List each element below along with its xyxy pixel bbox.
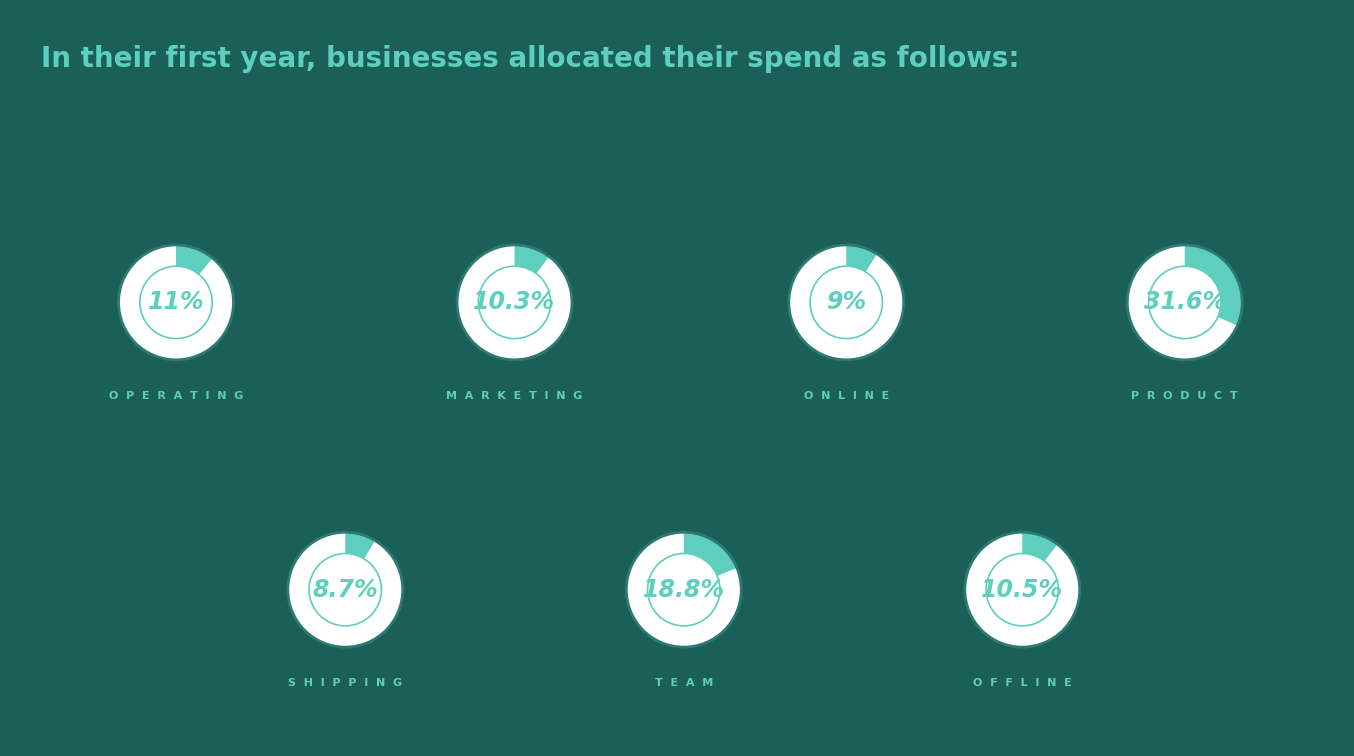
Text: In their first year, businesses allocated their spend as follows:: In their first year, businesses allocate… — [41, 45, 1020, 73]
Wedge shape — [627, 532, 741, 647]
Wedge shape — [458, 245, 571, 360]
Text: P  R  O  D  U  C  T: P R O D U C T — [1132, 391, 1238, 401]
Text: O  F  F  L  I  N  E: O F F L I N E — [974, 678, 1071, 688]
Text: S  H  I  P  P  I  N  G: S H I P P I N G — [288, 678, 402, 688]
Text: O  N  L  I  N  E: O N L I N E — [804, 391, 888, 401]
Wedge shape — [965, 532, 1079, 647]
Circle shape — [986, 553, 1059, 626]
Text: M  A  R  K  E  T  I  N  G: M A R K E T I N G — [447, 391, 582, 401]
Wedge shape — [789, 245, 903, 360]
Wedge shape — [176, 245, 213, 274]
Circle shape — [309, 553, 382, 626]
Text: 9%: 9% — [826, 290, 867, 314]
Wedge shape — [515, 245, 550, 274]
Circle shape — [478, 266, 551, 339]
Text: T  E  A  M: T E A M — [654, 678, 714, 688]
Circle shape — [810, 266, 883, 339]
Text: 11%: 11% — [148, 290, 204, 314]
Wedge shape — [1022, 532, 1057, 561]
Circle shape — [139, 266, 213, 339]
Wedge shape — [1185, 245, 1242, 326]
Text: 10.3%: 10.3% — [474, 290, 555, 314]
Text: 10.5%: 10.5% — [982, 578, 1063, 602]
Wedge shape — [1128, 245, 1242, 360]
Text: 31.6%: 31.6% — [1144, 290, 1225, 314]
Text: 8.7%: 8.7% — [313, 578, 378, 602]
Circle shape — [1148, 266, 1221, 339]
Circle shape — [647, 553, 720, 626]
Wedge shape — [119, 245, 233, 360]
Wedge shape — [846, 245, 877, 272]
Wedge shape — [345, 532, 375, 559]
Text: 18.8%: 18.8% — [643, 578, 724, 602]
Wedge shape — [684, 532, 737, 576]
Wedge shape — [288, 532, 402, 647]
Text: O  P  E  R  A  T  I  N  G: O P E R A T I N G — [108, 391, 244, 401]
